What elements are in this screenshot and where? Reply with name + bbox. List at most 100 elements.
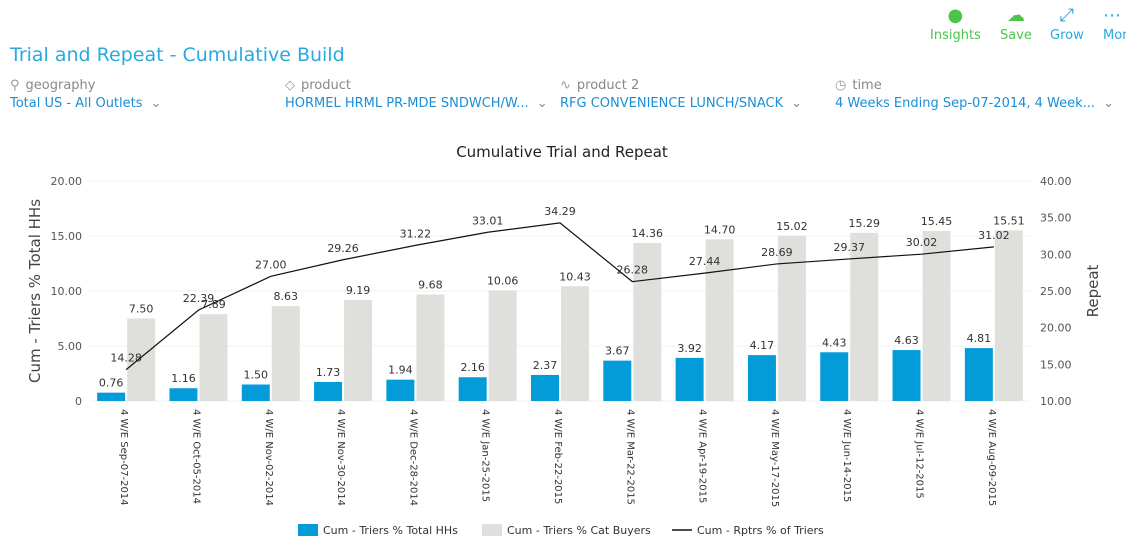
- bar-triers-total-hhs: [675, 357, 704, 401]
- data-label: 15.51: [993, 214, 1025, 227]
- line-data-label: 29.26: [327, 242, 359, 255]
- data-label: 10.43: [559, 270, 591, 283]
- bar-triers-cat-buyers: [705, 239, 734, 401]
- more-dots-icon: ⋯: [1103, 5, 1121, 26]
- bar-triers-total-hhs: [531, 374, 559, 401]
- x-tick-label: 4 W/E Dec-28-2014: [407, 409, 418, 506]
- line-data-label: 30.02: [906, 236, 938, 249]
- data-label: 1.50: [244, 369, 269, 382]
- y2-tick-label: 35.00: [1040, 212, 1072, 225]
- clock-icon: ◷: [835, 78, 847, 93]
- more-button[interactable]: ⋯More: [1103, 4, 1126, 43]
- page-title: Trial and Repeat - Cumulative Build: [10, 44, 345, 66]
- trial-repeat-chart: Cumulative Trial and Repeat Cum - Triers…: [26, 143, 1102, 537]
- data-label: 15.02: [776, 220, 808, 233]
- filter-product[interactable]: ◇ product HORMEL HRML PR-MDE SNDWCH/W... ⌄: [285, 78, 548, 111]
- data-label: 4.81: [967, 332, 992, 345]
- y2-tick-label: 40.00: [1040, 175, 1072, 188]
- y2-tick-label: 10.00: [1040, 395, 1072, 408]
- save-button[interactable]: ☁ Save: [1000, 5, 1032, 43]
- filter-time[interactable]: ◷ time 4 Weeks Ending Sep-07-2014, 4 Week.…: [835, 78, 1114, 111]
- data-label: 9.19: [346, 284, 371, 297]
- x-tick-label: 4 W/E Nov-02-2014: [263, 409, 274, 506]
- chevron-down-icon: ⌄: [791, 96, 802, 111]
- line-data-label: 34.29: [544, 205, 576, 218]
- bar-triers-total-hhs: [747, 355, 776, 401]
- y-tick-label: 20.00: [51, 175, 83, 188]
- bar-triers-total-hhs: [820, 352, 849, 401]
- data-label: 0.76: [99, 377, 124, 390]
- data-label: 3.67: [605, 345, 630, 358]
- x-tick-label: 4 W/E Feb-22-2015: [552, 409, 563, 504]
- y2-tick-label: 15.00: [1040, 358, 1072, 371]
- data-label: 14.70: [704, 223, 736, 236]
- expand-icon: ⤢: [1059, 5, 1075, 26]
- data-label: 15.29: [848, 217, 880, 230]
- bar-triers-total-hhs: [97, 392, 126, 401]
- data-label: 2.37: [533, 359, 558, 372]
- bar-triers-total-hhs: [458, 377, 487, 401]
- tag-icon: ◇: [285, 78, 295, 93]
- y2-axis-label: Repeat: [1084, 264, 1102, 317]
- data-label: 7.89: [201, 298, 226, 311]
- bar-triers-cat-buyers: [416, 294, 445, 401]
- data-label: 4.63: [894, 334, 919, 347]
- bar-triers-total-hhs: [386, 379, 415, 401]
- data-label: 3.92: [677, 342, 702, 355]
- x-tick-label: 4 W/E Jun-14-2015: [841, 409, 852, 502]
- line-data-label: 26.28: [617, 264, 649, 277]
- map-pin-icon: ⚲: [10, 78, 20, 93]
- lightbulb-icon: ●: [947, 5, 964, 26]
- bar-triers-cat-buyers: [271, 306, 300, 401]
- bar-triers-cat-buyers: [850, 232, 879, 401]
- insights-button[interactable]: ● Insights: [930, 5, 981, 43]
- x-tick-label: 4 W/E Sep-07-2014: [118, 409, 129, 506]
- y-tick-label: 0: [75, 395, 82, 408]
- data-label: 4.17: [750, 339, 775, 352]
- bar-triers-total-hhs: [314, 381, 343, 401]
- y2-tick-label: 30.00: [1040, 248, 1072, 261]
- filter-geography[interactable]: ⚲ geography Total US - All Outlets ⌄: [10, 78, 162, 111]
- pulse-icon: ∿: [560, 78, 571, 93]
- x-tick-label: 4 W/E Jan-25-2015: [480, 409, 491, 502]
- data-label: 2.16: [460, 361, 485, 374]
- data-label: 7.50: [129, 303, 154, 316]
- filter-product-2[interactable]: ∿ product 2 RFG CONVENIENCE LUNCH/SNACK ⌄: [560, 78, 802, 111]
- data-label: 1.16: [171, 372, 196, 385]
- cloud-upload-icon: ☁: [1006, 5, 1025, 26]
- x-tick-label: 4 W/E Jul-12-2015: [914, 409, 925, 499]
- x-tick-label: 4 W/E Oct-05-2014: [190, 409, 201, 504]
- bar-triers-cat-buyers: [922, 231, 951, 401]
- chart-title: Cumulative Trial and Repeat: [456, 143, 668, 161]
- legend-label: Cum - Triers % Cat Buyers: [507, 524, 651, 537]
- legend-label: Cum - Rptrs % of Triers: [697, 524, 824, 537]
- line-data-label: 27.00: [255, 258, 287, 271]
- bar-triers-cat-buyers: [488, 290, 517, 401]
- line-data-label: 14.28: [110, 352, 142, 365]
- line-data-label: 22.39: [183, 292, 215, 305]
- legend-label: Cum - Triers % Total HHs: [323, 524, 458, 537]
- bar-triers-total-hhs: [169, 388, 198, 401]
- bar-triers-cat-buyers: [344, 299, 373, 401]
- y-tick-label: 10.00: [51, 285, 83, 298]
- bar-triers-cat-buyers: [777, 235, 806, 401]
- bar-triers-total-hhs: [964, 348, 993, 401]
- line-data-label: 31.02: [978, 229, 1010, 242]
- line-data-label: 33.01: [472, 214, 504, 227]
- bar-triers-cat-buyers: [199, 314, 228, 401]
- bar-triers-total-hhs: [241, 384, 270, 401]
- y2-tick-label: 25.00: [1040, 285, 1072, 298]
- data-label: 1.94: [388, 364, 413, 377]
- y-tick-label: 5.00: [58, 340, 83, 353]
- line-data-label: 29.37: [833, 241, 865, 254]
- chevron-down-icon: ⌄: [536, 96, 548, 111]
- bar-triers-cat-buyers: [994, 230, 1023, 401]
- data-label: 8.63: [274, 290, 299, 303]
- x-tick-label: 4 W/E Aug-09-2015: [986, 409, 997, 506]
- bar-triers-cat-buyers: [633, 243, 662, 401]
- x-tick-label: 4 W/E Mar-22-2015: [624, 409, 635, 505]
- chevron-down-icon: ⌄: [150, 96, 162, 111]
- x-tick-label: 4 W/E May-17-2015: [769, 409, 780, 507]
- grow-button[interactable]: ⤢ Grow: [1050, 5, 1084, 43]
- legend-swatch-gray: [482, 524, 502, 536]
